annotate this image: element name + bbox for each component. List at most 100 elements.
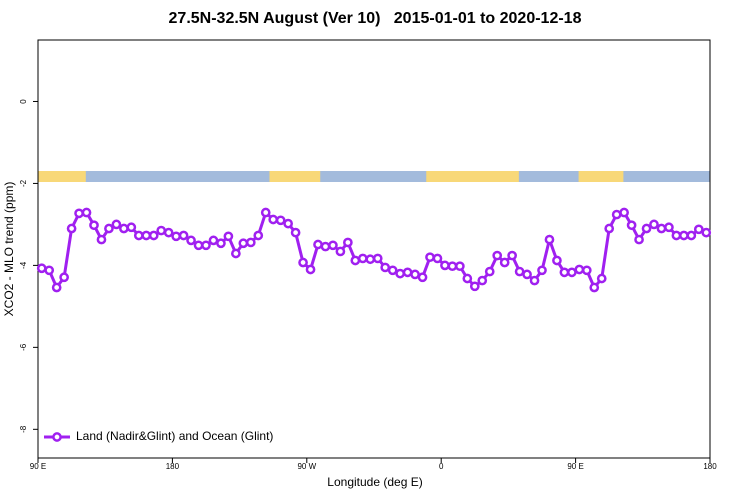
data-point (305, 264, 316, 275)
x-tick-label: 90 W (297, 462, 316, 471)
data-point (186, 235, 196, 246)
data-point (634, 234, 644, 245)
data-point (193, 240, 204, 251)
data-point (89, 220, 99, 231)
legend-marker (52, 432, 62, 442)
data-point (245, 237, 256, 248)
x-tick-label: 90 E (30, 462, 46, 471)
data-point (679, 230, 689, 241)
data-point (417, 272, 428, 283)
data-point (104, 223, 114, 234)
data-point (380, 262, 391, 273)
data-point (626, 220, 637, 231)
y-axis-title: XCO2 - MLO trend (ppm) (2, 182, 16, 317)
data-point (268, 214, 279, 225)
chart-title: 27.5N-32.5N August (Ver 10) 2015-01-01 t… (169, 10, 582, 27)
data-point (693, 224, 704, 235)
data-point (357, 253, 368, 264)
data-point (656, 223, 667, 234)
data-point (701, 227, 712, 238)
x-tick-label: 90 E (567, 462, 583, 471)
data-point (596, 273, 607, 284)
data-point (455, 261, 465, 272)
data-point (589, 282, 600, 293)
data-point (619, 207, 629, 218)
data-point (163, 227, 174, 238)
data-point (275, 215, 286, 226)
x-tick-label: 180 (703, 462, 717, 471)
data-point (402, 267, 413, 278)
data-point (81, 207, 92, 218)
data-point (447, 261, 458, 272)
data-point (171, 231, 181, 242)
data-point (320, 241, 331, 252)
data-point (649, 219, 659, 230)
data-point (395, 268, 405, 279)
data-point (522, 269, 532, 280)
data-point (552, 255, 562, 266)
x-tick-label: 180 (166, 462, 180, 471)
data-point (499, 257, 510, 268)
data-point (141, 230, 152, 241)
data-point (484, 266, 495, 277)
data-point (529, 275, 540, 286)
land-segment (269, 171, 321, 182)
data-point (51, 282, 62, 293)
series-line (41, 209, 707, 291)
data-point (298, 257, 308, 268)
data-point (350, 255, 361, 266)
data-point (335, 246, 346, 257)
y-tick-label: -2 (19, 179, 28, 187)
land-segment (38, 171, 86, 182)
y-tick-label: -4 (19, 261, 28, 269)
data-point (328, 240, 338, 251)
data-point (156, 225, 167, 236)
data-point (44, 265, 55, 276)
data-point (387, 265, 398, 276)
data-point (686, 230, 697, 241)
data-point (559, 267, 570, 278)
data-point (216, 238, 226, 249)
plot-frame (37, 39, 711, 459)
land-segment (426, 171, 519, 182)
data-point (96, 234, 107, 245)
data-point (260, 207, 271, 218)
data-point (477, 275, 488, 286)
data-point (432, 253, 443, 264)
data-point (238, 238, 249, 249)
data-point (223, 231, 234, 242)
data-point (283, 218, 293, 229)
data-point (343, 237, 353, 248)
data-point (462, 273, 473, 284)
y-tick-label: -8 (19, 425, 28, 433)
data-point (148, 230, 159, 241)
data-point (253, 230, 264, 241)
ocean-band (38, 171, 710, 182)
data-point (410, 269, 420, 280)
y-tick-label: -6 (19, 343, 28, 351)
data-point (365, 254, 376, 265)
data-point (581, 265, 592, 276)
data-point (641, 223, 652, 234)
data-point (231, 248, 241, 259)
data-point (492, 250, 503, 261)
land-segment (578, 171, 624, 182)
data-point (74, 208, 84, 219)
data-point (313, 239, 323, 250)
data-point (544, 234, 555, 245)
legend-label: Land (Nadir&Glint) and Ocean (Glint) (76, 429, 273, 443)
data-point (290, 227, 301, 238)
data-point (126, 222, 137, 233)
data-point (671, 230, 682, 241)
data-point (574, 264, 585, 275)
data-point (133, 230, 144, 241)
x-axis-title: Longitude (deg E) (327, 475, 422, 489)
x-tick-label: 0 (439, 462, 444, 471)
y-tick-label: 0 (19, 99, 28, 104)
data-point (372, 253, 383, 264)
data-point (66, 223, 77, 234)
data-point (507, 250, 517, 261)
data-point (514, 266, 525, 277)
